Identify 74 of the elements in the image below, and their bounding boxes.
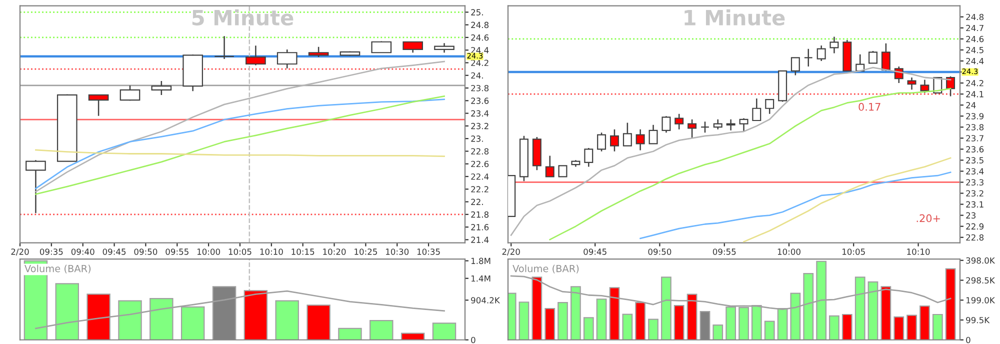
- x-tick-label: 09:55: [712, 248, 736, 255]
- y-tick-label: 298.5K: [966, 277, 996, 284]
- y-tick-label: 22.6: [471, 160, 489, 168]
- x-tick-label: 2/20: [11, 248, 29, 256]
- y-tick-label: 23: [966, 212, 976, 219]
- y-tick-label: 23.5: [966, 157, 984, 164]
- y-tick-label: 0: [966, 336, 970, 344]
- annotation: .20+: [916, 214, 940, 222]
- y-tick-label: 99.5K: [966, 316, 990, 324]
- y-tick-label: 23.4: [966, 168, 984, 174]
- y-tick-label: 23.8: [471, 84, 489, 92]
- y-tick-label: 23.: [471, 136, 483, 142]
- y-tick-label: 24.6: [966, 36, 984, 42]
- annotation: 0.17: [858, 102, 880, 111]
- y-tick-label: 23.8: [966, 124, 984, 130]
- x-tick-label: 09:40: [71, 248, 94, 255]
- x-tick-label: 2/20: [502, 248, 520, 256]
- y-tick-label: 904.2K: [471, 297, 500, 304]
- annotation: Volume (BAR): [512, 264, 579, 274]
- y-tick-label: 24.2: [471, 60, 488, 66]
- y-tick-label: 24.4: [471, 47, 489, 54]
- chart-title: 5 Minute: [192, 9, 294, 26]
- y-tick-label: 24.8: [471, 22, 489, 28]
- y-tick-label: 1.8M: [471, 258, 490, 264]
- annotation: Volume (BAR): [24, 264, 91, 274]
- y-tick-label: 24.6: [471, 34, 489, 41]
- y-tick-label: 21.6: [471, 224, 489, 230]
- x-tick-label: 10:10: [907, 248, 930, 255]
- y-tick-label: 23.2: [966, 190, 984, 197]
- y-tick-label: 24.8: [966, 14, 984, 20]
- y-tick-label: 21.8: [471, 211, 489, 218]
- x-tick-label: 10:05: [842, 248, 865, 255]
- y-tick-label: 1.4M: [471, 275, 490, 282]
- y-tick-label: 24.2: [966, 80, 984, 86]
- y-tick-label: 22.2: [471, 186, 488, 192]
- x-tick-label: 09:50: [648, 248, 672, 255]
- x-tick-label: 09:45: [102, 248, 126, 255]
- x-tick-label: 10:35: [417, 248, 440, 255]
- y-tick-label: 0: [471, 336, 476, 344]
- y-tick-label: 22.9: [966, 223, 984, 230]
- x-tick-label: 09:45: [584, 248, 606, 255]
- y-tick-label: 21.4: [471, 236, 489, 243]
- y-tick-label: 22.: [471, 198, 483, 205]
- y-tick-label: 24.5: [966, 46, 984, 54]
- y-tick-label: 23.6: [966, 146, 984, 152]
- y-tick-label: 23.2: [471, 122, 488, 130]
- x-tick-label: 09:55: [166, 248, 188, 255]
- y-tick-label: 23.6: [471, 98, 489, 104]
- y-tick-label: 398.0K: [966, 257, 996, 264]
- y-tick-label: 24.4: [966, 58, 984, 64]
- x-tick-label: 10:10: [260, 248, 283, 255]
- y-tick-label: 22.4: [471, 173, 489, 180]
- y-tick-label: 24.: [471, 72, 483, 79]
- x-tick-label: 10:15: [292, 248, 314, 255]
- y-tick-label: 199.0K: [966, 297, 996, 304]
- y-tick-label: 23.1: [966, 201, 984, 208]
- y-tick-label: 22.8: [471, 148, 489, 154]
- y-tick-label: 24.1: [966, 91, 984, 98]
- y-tick-label: 24: [966, 102, 976, 108]
- x-tick-label: 10:00: [778, 248, 800, 255]
- x-tick-label: 09:35: [40, 248, 63, 255]
- x-tick-label: 10:30: [386, 248, 409, 255]
- x-tick-label: 09:50: [134, 248, 158, 255]
- y-tick-label: 23.9: [966, 113, 984, 120]
- y-tick-label: 23.7: [966, 135, 984, 142]
- x-tick-label: 10:00: [197, 248, 220, 255]
- x-tick-label: 10:25: [354, 248, 377, 255]
- x-tick-label: 10:05: [228, 248, 252, 255]
- y-tick-label: 22.8: [966, 234, 984, 241]
- y-tick-label: 24.7: [966, 24, 984, 32]
- y-tick-label: 25.: [471, 9, 483, 16]
- y-tick-label: 23.4: [471, 110, 489, 117]
- y-tick-label: 23.3: [966, 179, 984, 186]
- x-tick-label: 10:20: [323, 248, 346, 255]
